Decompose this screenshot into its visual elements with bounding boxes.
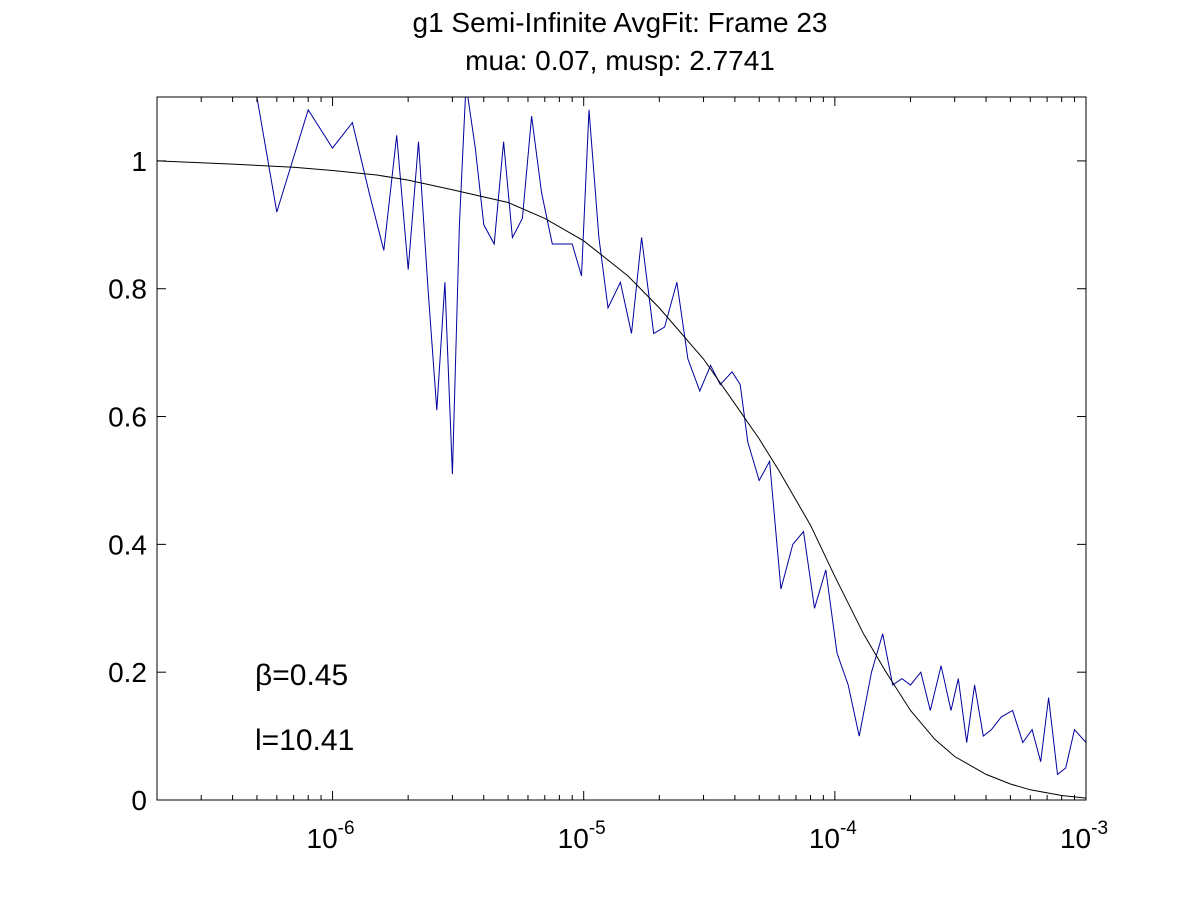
y-tick-label: 0.6 xyxy=(108,402,147,433)
x-tick-labels: 10-6 10-5 10-4 10-3 xyxy=(307,818,1109,854)
y-tick-label: 0.8 xyxy=(108,274,147,305)
data-series-group xyxy=(157,97,1086,799)
y-tick-label: 0 xyxy=(131,785,147,816)
annotation-beta: β=0.45 xyxy=(255,659,348,692)
x-tick-label: 10-5 xyxy=(558,818,606,854)
chart-subtitle: mua: 0.07, musp: 2.7741 xyxy=(465,45,775,76)
chart-title: g1 Semi-Infinite AvgFit: Frame 23 xyxy=(413,7,828,38)
x-tick-label: 10-6 xyxy=(307,818,355,854)
x-tick-label: 10-4 xyxy=(809,818,857,854)
plot-frame xyxy=(156,96,1087,801)
annotation-l: l=10.41 xyxy=(255,724,354,757)
y-tick-label: 0.2 xyxy=(108,657,147,688)
x-tick-label: 10-3 xyxy=(1060,818,1108,854)
y-tick-label: 0.4 xyxy=(108,529,147,560)
fit-curve-line xyxy=(157,160,1086,799)
y-tick-label: 1 xyxy=(131,146,147,177)
y-tick-labels: 0 0.2 0.4 0.6 0.8 1 xyxy=(108,146,147,816)
tick-marks xyxy=(156,97,1087,801)
measured-g1-line xyxy=(256,97,1086,776)
